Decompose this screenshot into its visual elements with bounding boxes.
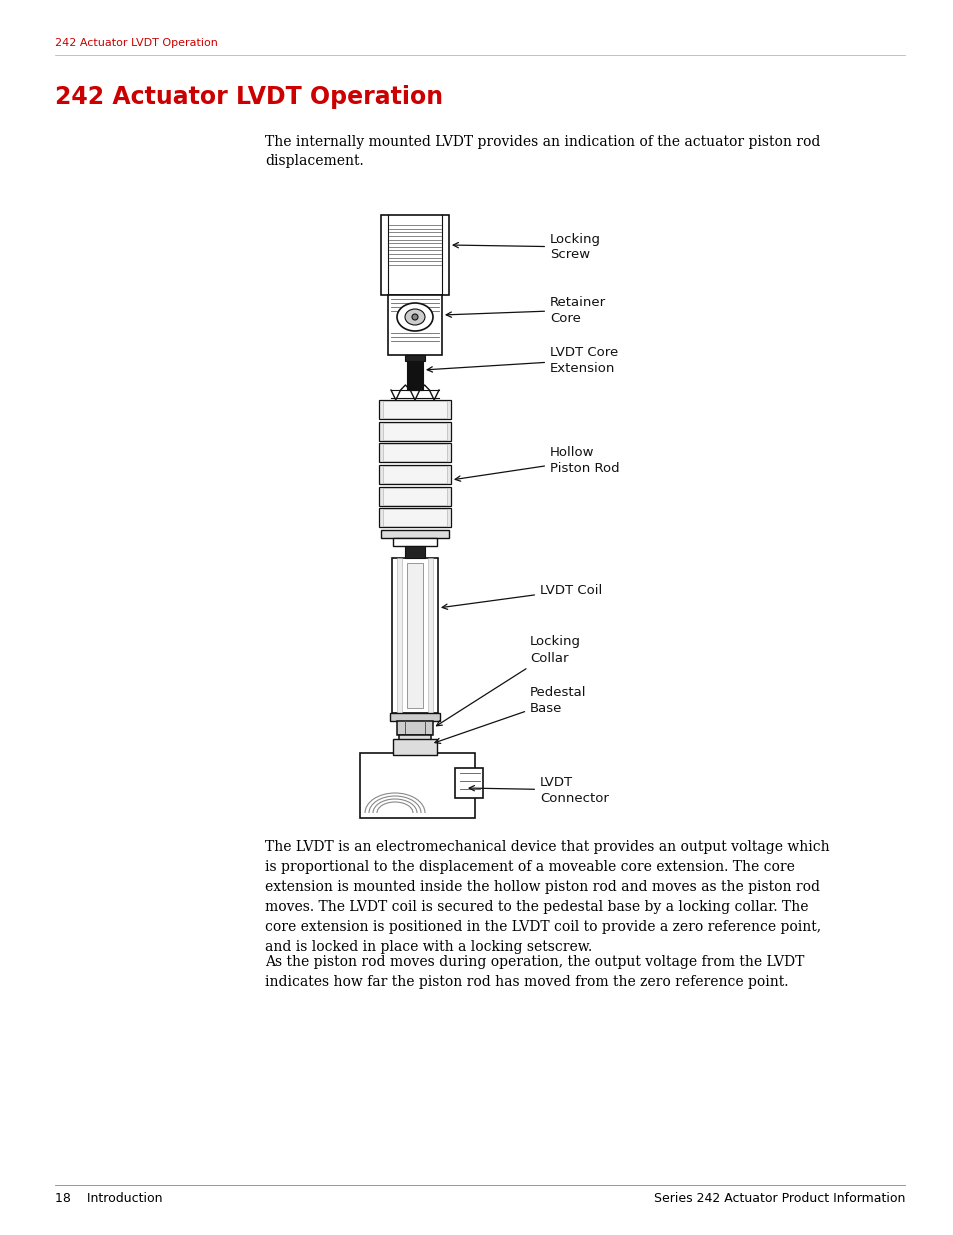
Bar: [378, 443, 451, 462]
Text: LVDT Core
Extension: LVDT Core Extension: [427, 346, 618, 374]
Bar: [380, 215, 449, 295]
Text: Locking
Screw: Locking Screw: [453, 232, 600, 262]
Bar: [396, 721, 433, 735]
Bar: [378, 421, 451, 441]
Bar: [398, 735, 431, 753]
Text: As the piston rod moves during operation, the output voltage from the LVDT
indic: As the piston rod moves during operation…: [265, 955, 803, 989]
Bar: [393, 739, 436, 755]
Ellipse shape: [396, 303, 433, 331]
Bar: [378, 509, 451, 527]
Bar: [392, 558, 437, 713]
Bar: [382, 445, 447, 462]
Bar: [393, 538, 436, 546]
Bar: [382, 488, 447, 505]
Bar: [378, 400, 451, 419]
Bar: [382, 466, 447, 483]
Bar: [405, 546, 424, 558]
Text: Pedestal
Base: Pedestal Base: [435, 685, 586, 743]
Text: Series 242 Actuator Product Information: Series 242 Actuator Product Information: [653, 1192, 904, 1205]
Bar: [378, 466, 451, 484]
Text: LVDT
Connector: LVDT Connector: [469, 776, 608, 804]
Text: 242 Actuator LVDT Operation: 242 Actuator LVDT Operation: [55, 38, 217, 48]
Bar: [378, 487, 451, 506]
Ellipse shape: [412, 314, 417, 320]
Bar: [396, 558, 401, 713]
Text: The internally mounted LVDT provides an indication of the actuator piston rod
di: The internally mounted LVDT provides an …: [265, 135, 820, 168]
Bar: [359, 753, 475, 818]
Bar: [407, 563, 422, 708]
Bar: [382, 401, 447, 419]
Bar: [382, 509, 447, 526]
Text: Locking
Collar: Locking Collar: [436, 636, 580, 726]
Bar: [380, 530, 449, 538]
Bar: [455, 768, 482, 798]
Bar: [382, 422, 447, 440]
Text: 18    Introduction: 18 Introduction: [55, 1192, 162, 1205]
Text: Retainer
Core: Retainer Core: [446, 295, 605, 325]
Bar: [428, 558, 433, 713]
Bar: [407, 354, 422, 390]
Text: 242 Actuator LVDT Operation: 242 Actuator LVDT Operation: [55, 85, 442, 109]
Ellipse shape: [405, 309, 424, 325]
Bar: [390, 713, 439, 721]
Text: The LVDT is an electromechanical device that provides an output voltage which
is: The LVDT is an electromechanical device …: [265, 840, 829, 955]
Bar: [405, 354, 424, 361]
Text: Hollow
Piston Rod: Hollow Piston Rod: [455, 446, 619, 482]
Bar: [388, 295, 441, 354]
Text: LVDT Coil: LVDT Coil: [441, 583, 601, 609]
